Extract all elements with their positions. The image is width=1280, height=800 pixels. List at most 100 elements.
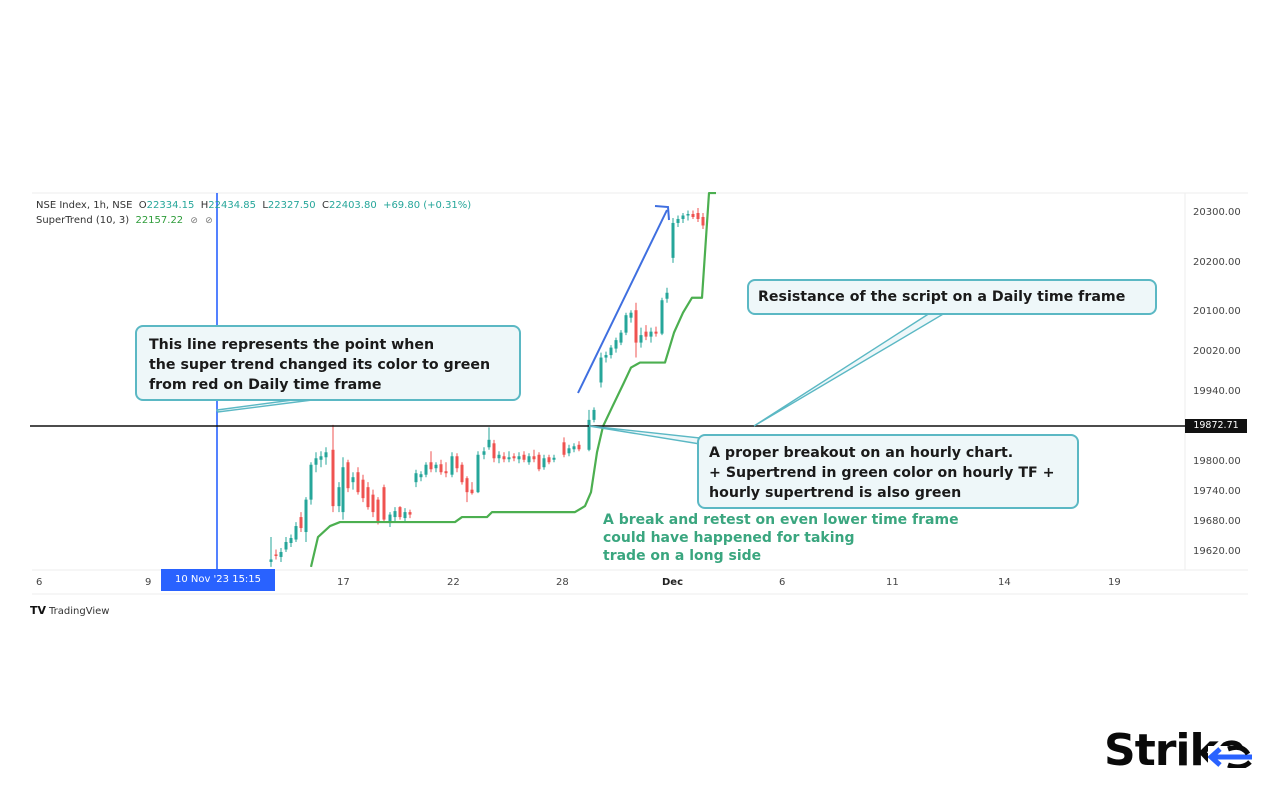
candle-body <box>434 464 438 469</box>
candle-body <box>522 454 526 460</box>
candle-body <box>439 464 443 473</box>
candle-body <box>284 542 288 550</box>
candle-body <box>388 514 392 524</box>
time-label: 17 <box>337 577 350 588</box>
candle-body <box>512 456 516 459</box>
candle-body <box>497 454 501 459</box>
candle-body <box>351 477 355 483</box>
candle-body <box>537 454 541 470</box>
price-label: 19680.00 <box>1193 516 1241 527</box>
candle-body <box>654 331 658 334</box>
candle-body <box>382 487 386 520</box>
candle-body <box>299 517 303 529</box>
chart-legend: NSE Index, 1h, NSE O22334.15 H22434.85 L… <box>36 198 471 229</box>
candle-body <box>393 511 397 518</box>
low-value: 22327.50 <box>267 200 316 211</box>
candle-body <box>592 409 596 420</box>
settings-icon[interactable]: ⊘ <box>205 216 213 226</box>
candle-body <box>429 462 433 470</box>
candle-body <box>665 292 669 299</box>
candle-body <box>408 512 412 515</box>
price-label: 19800.00 <box>1193 456 1241 467</box>
symbol-label[interactable]: NSE Index, 1h, NSE <box>36 200 133 211</box>
candle-body <box>274 554 278 556</box>
candle-body <box>289 538 293 544</box>
candle-body <box>346 462 350 489</box>
candle-body <box>562 442 566 455</box>
tradingview-icon: TV <box>30 604 47 617</box>
candle-body <box>341 467 345 513</box>
indicator-value: 22157.22 <box>135 215 184 226</box>
uptrend-arrow-head-icon <box>654 205 670 221</box>
time-label: 9 <box>145 577 152 588</box>
candle-body <box>532 456 536 460</box>
candle-body <box>356 472 360 493</box>
price-label: 20200.00 <box>1193 257 1241 268</box>
candle-body <box>482 451 486 455</box>
crosshair-date-tag: 10 Nov '23 15:15 <box>161 569 275 591</box>
close-value: 22403.80 <box>328 200 377 211</box>
candle-body <box>465 478 469 493</box>
price-label: 20300.00 <box>1193 207 1241 218</box>
candle-body <box>294 526 298 540</box>
time-label: 19 <box>1108 577 1121 588</box>
candle-body <box>660 300 664 334</box>
candle-body <box>691 213 695 217</box>
tradingview-logo[interactable]: TV TradingView <box>30 604 110 617</box>
candle-body <box>701 216 705 226</box>
uptrend-arrow-shaft <box>577 209 668 394</box>
indicator-row: SuperTrend (10, 3) 22157.22 ⊘ ⊘ <box>36 213 471 229</box>
callout-breakout: A proper breakout on an hourly chart. + … <box>697 434 1079 509</box>
time-label: 14 <box>998 577 1011 588</box>
candle-body <box>403 512 407 519</box>
callout-daily-supertrend: This line represents the point when the … <box>135 325 521 401</box>
resistance-price-tag: 19872.71 <box>1185 419 1247 433</box>
candle-body <box>470 489 474 494</box>
time-label: 11 <box>886 577 899 588</box>
candle-body <box>361 479 365 499</box>
indicator-name[interactable]: SuperTrend (10, 3) <box>36 215 130 226</box>
candle-body <box>376 499 380 522</box>
candle-body <box>634 310 638 343</box>
candle-body <box>577 444 581 450</box>
candle-body <box>324 452 328 458</box>
candle-body <box>624 315 628 333</box>
candle-body <box>279 551 283 557</box>
time-label: 6 <box>36 577 43 588</box>
candlestick-series <box>269 208 705 567</box>
candle-body <box>419 474 423 478</box>
candle-body <box>681 215 685 219</box>
candle-body <box>424 464 428 475</box>
price-label: 19940.00 <box>1193 386 1241 397</box>
candle-body <box>507 457 511 460</box>
candle-body <box>487 439 491 448</box>
ohlc-row: NSE Index, 1h, NSE O22334.15 H22434.85 L… <box>36 200 472 211</box>
candle-body <box>304 499 308 533</box>
eye-off-icon[interactable]: ⊘ <box>190 216 198 226</box>
time-label: 22 <box>447 577 460 588</box>
callout-breakout-pointer <box>588 425 701 445</box>
candle-body <box>547 457 551 463</box>
high-value: 22434.85 <box>208 200 256 211</box>
candle-body <box>542 458 546 468</box>
candle-body <box>552 457 556 460</box>
candle-body <box>492 443 496 459</box>
candle-body <box>619 332 623 343</box>
candle-body <box>398 507 402 518</box>
candle-body <box>696 213 700 219</box>
candle-body <box>671 222 675 258</box>
open-value: 22334.15 <box>146 200 195 211</box>
strike-arrow-icon <box>1208 746 1254 768</box>
candle-body <box>527 456 531 463</box>
candle-body <box>644 331 648 337</box>
price-label: 20100.00 <box>1193 306 1241 317</box>
candle-body <box>649 331 653 337</box>
candle-body <box>414 473 418 483</box>
candle-body <box>366 487 370 508</box>
candle-body <box>460 464 464 483</box>
time-label-month: Dec <box>662 577 684 588</box>
candle-body <box>629 312 633 318</box>
candle-body <box>371 494 375 513</box>
change-value: +69.80 (+0.31%) <box>383 200 472 211</box>
candle-body <box>599 357 603 383</box>
